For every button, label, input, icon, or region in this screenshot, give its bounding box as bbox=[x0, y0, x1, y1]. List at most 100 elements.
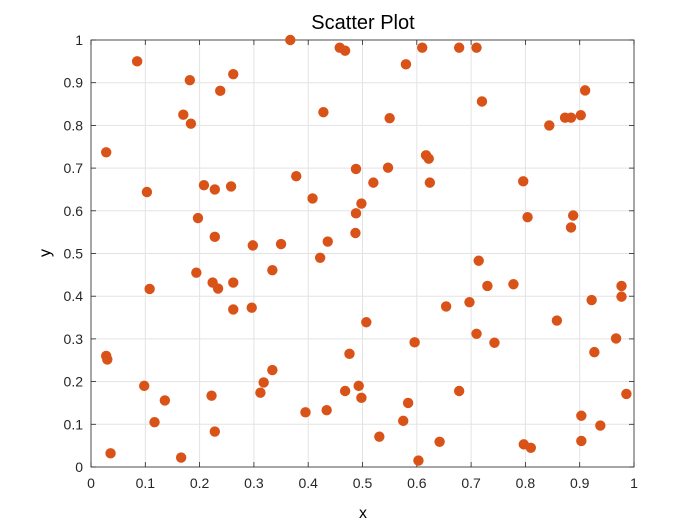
scatter-point bbox=[398, 415, 409, 427]
scatter-point bbox=[149, 416, 160, 428]
y-tick-label: 0.7 bbox=[64, 160, 84, 176]
y-tick-label: 0.6 bbox=[64, 203, 84, 219]
scatter-point bbox=[307, 193, 318, 204]
x-tick-label: 0.2 bbox=[190, 475, 210, 491]
x-axis-label: x bbox=[359, 505, 367, 522]
scatter-point bbox=[621, 388, 632, 400]
scatter-point bbox=[464, 296, 475, 308]
scatter-point bbox=[423, 153, 434, 164]
scatter-point bbox=[424, 177, 436, 188]
scatter-point bbox=[185, 118, 197, 129]
scatter-point bbox=[565, 222, 577, 233]
x-tick-label: 1 bbox=[630, 475, 638, 491]
scatter-point bbox=[228, 277, 239, 288]
scatter-point bbox=[576, 410, 587, 421]
scatter-point bbox=[144, 283, 155, 295]
scatter-point bbox=[255, 387, 266, 398]
y-tick-label: 0.5 bbox=[64, 246, 84, 262]
x-tick-label: 0.3 bbox=[244, 475, 264, 491]
scatter-point bbox=[228, 68, 239, 80]
scatter-point bbox=[246, 302, 257, 313]
y-tick-label: 0.3 bbox=[64, 331, 84, 347]
scatter-point bbox=[567, 210, 579, 221]
scatter-point bbox=[215, 85, 226, 97]
x-tick-label: 0 bbox=[87, 475, 95, 491]
scatter-point bbox=[350, 227, 361, 239]
scatter-point bbox=[382, 162, 394, 173]
y-tick-label: 1 bbox=[75, 32, 83, 48]
y-axis-label: y bbox=[37, 249, 54, 257]
scatter-point bbox=[579, 85, 591, 96]
scatter-point bbox=[616, 280, 627, 292]
scatter-point bbox=[139, 380, 150, 392]
y-tick-label: 0 bbox=[75, 459, 83, 475]
scatter-point bbox=[610, 333, 622, 344]
x-tick-label: 0.9 bbox=[570, 475, 590, 491]
scatter-point bbox=[141, 186, 153, 198]
scatter-point bbox=[482, 280, 493, 292]
scatter-point bbox=[178, 109, 189, 120]
scatter-point bbox=[471, 328, 482, 339]
scatter-point bbox=[586, 294, 597, 306]
scatter-point bbox=[209, 231, 221, 243]
scatter-point bbox=[247, 240, 259, 251]
scatter-point bbox=[565, 112, 577, 123]
scatter-point bbox=[409, 337, 420, 348]
scatter-point bbox=[471, 42, 482, 53]
scatter-point bbox=[374, 431, 385, 442]
scatter-point bbox=[339, 385, 351, 397]
scatter-point bbox=[314, 252, 326, 263]
scatter-point bbox=[101, 147, 112, 158]
scatter-point bbox=[228, 304, 239, 315]
scatter-point bbox=[508, 279, 519, 290]
scatter-point bbox=[322, 236, 333, 247]
scatter-point bbox=[206, 390, 217, 401]
x-tick-label: 0.5 bbox=[353, 475, 373, 491]
scatter-point bbox=[198, 179, 210, 191]
scatter-point bbox=[453, 42, 465, 53]
scatter-point bbox=[344, 348, 355, 360]
scatter-point bbox=[400, 59, 412, 70]
scatter-point bbox=[576, 435, 587, 447]
scatter-point bbox=[225, 181, 237, 192]
chart-title: Scatter Plot bbox=[311, 12, 415, 34]
scatter-point bbox=[575, 109, 586, 121]
x-tick-label: 0.4 bbox=[298, 475, 318, 491]
x-tick-label: 0.1 bbox=[136, 475, 156, 491]
scatter-point bbox=[191, 267, 202, 278]
scatter-point bbox=[209, 184, 221, 195]
scatter-point bbox=[321, 405, 332, 416]
scatter-point bbox=[522, 212, 533, 223]
x-tick-label: 0.8 bbox=[516, 475, 536, 491]
data-points bbox=[101, 34, 632, 466]
y-tick-label: 0.8 bbox=[64, 117, 84, 133]
scatter-point bbox=[518, 176, 529, 187]
scatter-point bbox=[267, 364, 278, 376]
y-tick-label: 0.9 bbox=[64, 75, 84, 91]
scatter-point bbox=[192, 212, 204, 224]
scatter-point bbox=[417, 42, 428, 53]
scatter-point bbox=[258, 377, 269, 388]
scatter-point bbox=[453, 385, 465, 397]
scatter-point bbox=[440, 301, 452, 312]
y-axis-ticks: 0 0.1 0.2 0.3 0.4 0.5 0.6 0.7 0.8 0.9 1 bbox=[64, 32, 634, 475]
x-tick-label: 0.7 bbox=[461, 475, 481, 491]
scatter-point bbox=[350, 163, 362, 175]
scatter-point bbox=[212, 283, 224, 294]
scatter-point bbox=[275, 238, 287, 250]
scatter-point bbox=[175, 452, 187, 463]
scatter-point bbox=[616, 291, 627, 302]
scatter-point bbox=[473, 255, 484, 266]
scatter-point bbox=[184, 74, 196, 86]
scatter-point bbox=[350, 208, 362, 219]
scatter-point bbox=[489, 337, 500, 348]
scatter-point bbox=[413, 455, 424, 466]
x-axis-ticks: 0 0.1 0.2 0.3 0.4 0.5 0.6 0.7 0.8 0.9 1 bbox=[87, 40, 638, 491]
scatter-point bbox=[589, 346, 600, 358]
scatter-point bbox=[105, 448, 116, 459]
scatter-point bbox=[361, 317, 372, 328]
scatter-point bbox=[339, 45, 351, 56]
scatter-point bbox=[595, 420, 606, 431]
